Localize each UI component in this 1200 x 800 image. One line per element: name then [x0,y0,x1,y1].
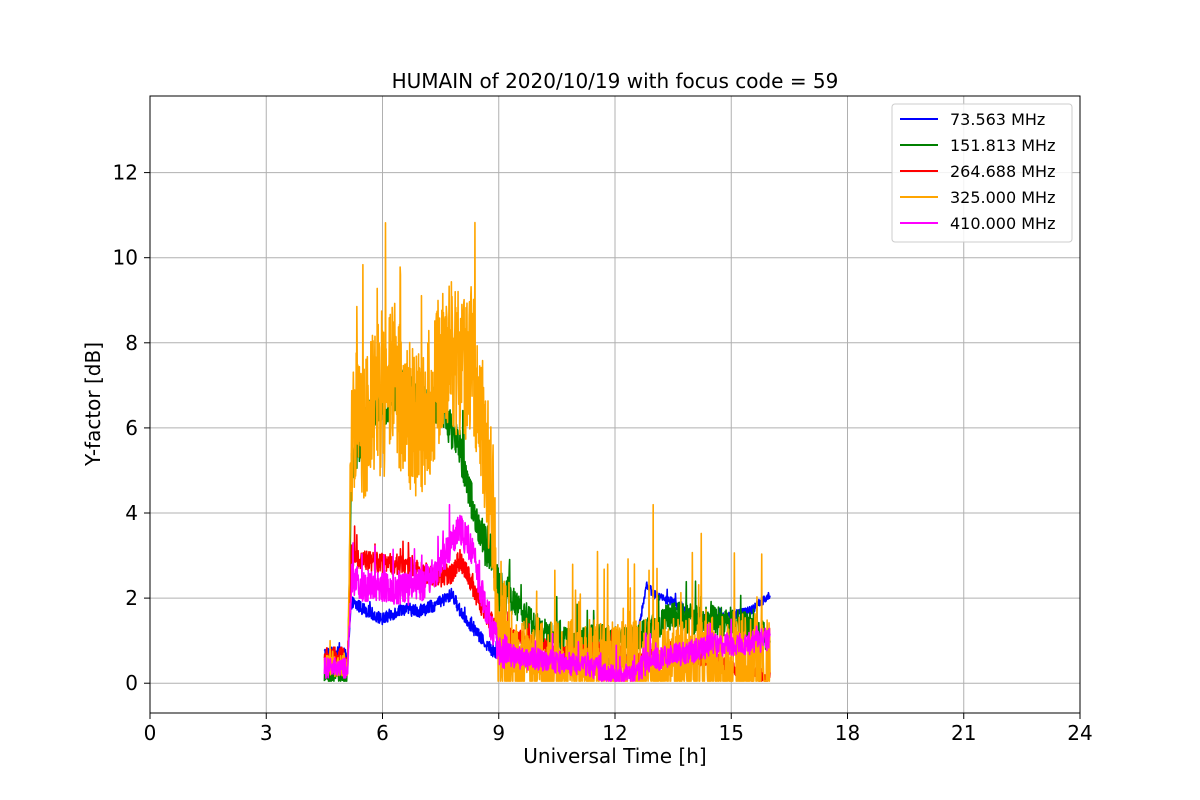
legend-box [891,103,1073,243]
x-tick-label: 24 [1067,721,1092,745]
legend-label: 325.000 MHz [950,188,1055,207]
x-tick-label: 12 [602,721,627,745]
legend: 73.563 MHz 151.813 MHz 264.688 MHz 325.000 … [891,103,1073,243]
x-tick-label: 0 [144,721,157,745]
legend-label: 73.563 MHz [950,110,1045,129]
y-tick-label: 2 [125,586,138,610]
legend-label: 151.813 MHz [950,136,1055,155]
x-axis-title: Universal Time [h] [523,744,706,768]
legend-label: 410.000 MHz [950,214,1055,233]
x-tick-label: 3 [260,721,273,745]
chart-title: HUMAIN of 2020/10/19 with focus code = 5… [392,69,839,93]
y-tick-label: 8 [125,331,138,355]
y-tick-label: 10 [113,246,138,270]
x-tick-label: 6 [376,721,389,745]
x-tick-label: 9 [492,721,505,745]
x-tick-label: 21 [951,721,976,745]
legend-label: 264.688 MHz [950,162,1055,181]
y-tick-label: 12 [113,161,138,185]
x-tick-label: 18 [835,721,860,745]
x-tick-label: 15 [719,721,744,745]
y-tick-label: 0 [125,671,138,695]
y-axis-title: Y-factor [dB] [81,342,105,467]
y-tick-label: 4 [125,501,138,525]
series-layer [323,221,771,682]
series-line-5 [323,503,771,682]
y-tick-label: 6 [125,416,138,440]
